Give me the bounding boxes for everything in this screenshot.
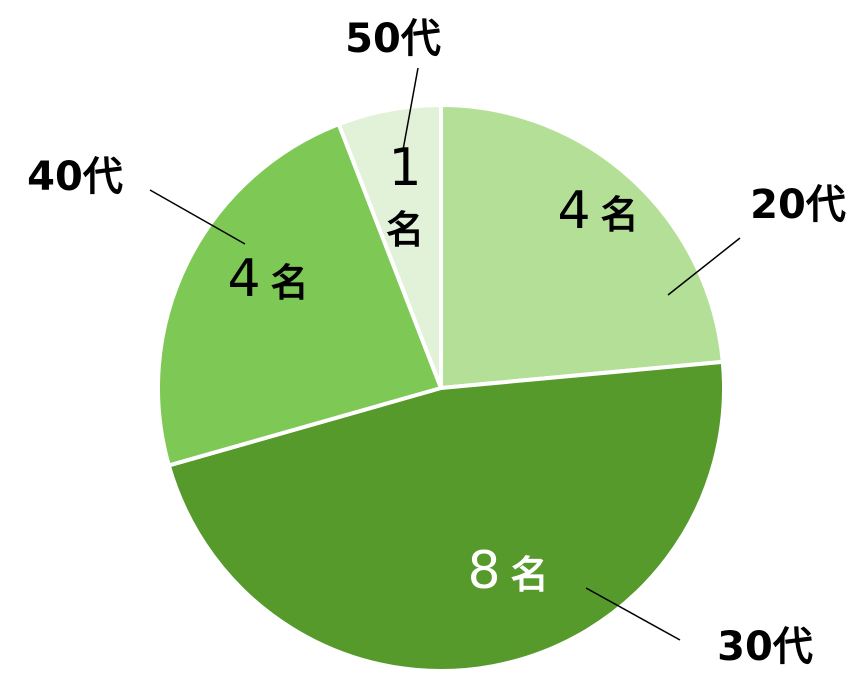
svg-text:名: 名 xyxy=(386,208,424,252)
category-label-4: 50代 xyxy=(345,16,441,62)
svg-text:1: 1 xyxy=(388,138,421,198)
category-label-1: 20代 xyxy=(750,182,846,228)
value-label-4: 1名 xyxy=(386,138,424,252)
category-label-3: 40代 xyxy=(27,154,123,200)
pie-slice-1 xyxy=(441,105,723,388)
category-label-2: 30代 xyxy=(717,624,813,670)
pie-slices xyxy=(158,105,724,671)
